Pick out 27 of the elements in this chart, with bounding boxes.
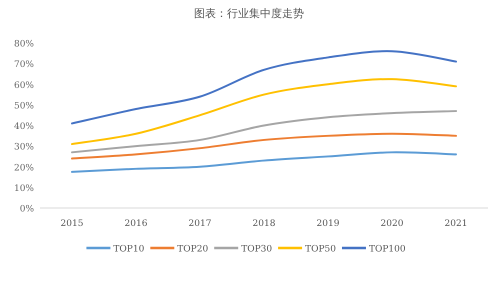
x-tick-label: 2018 (252, 219, 276, 229)
legend-label: TOP30 (241, 244, 272, 254)
line-series (71, 132, 457, 160)
x-tick-label: 2019 (316, 219, 340, 229)
y-tick-label: 10% (14, 184, 34, 194)
legend-label: TOP20 (177, 244, 208, 254)
y-tick-label: 20% (14, 163, 34, 174)
y-tick-label: 60% (14, 80, 34, 91)
x-tick-label: 2017 (188, 219, 212, 229)
legend-label: TOP100 (368, 244, 406, 254)
legend-label: TOP50 (305, 244, 336, 254)
y-tick-label: 50% (14, 101, 34, 112)
legend-label: TOP10 (113, 244, 145, 254)
y-tick-label: 40% (14, 122, 34, 132)
line-series (71, 50, 457, 124)
y-tick-label: 30% (14, 142, 34, 153)
y-tick-label: 0% (20, 204, 34, 214)
y-tick-label: 80% (14, 40, 34, 50)
line-series (71, 151, 457, 173)
x-tick-label: 2015 (60, 219, 84, 229)
x-tick-label: 2016 (124, 219, 148, 229)
chart-title: 图表：行业集中度走势 (194, 7, 304, 20)
line-series (71, 110, 457, 154)
y-tick-label: 70% (14, 60, 34, 70)
x-tick-label: 2020 (380, 219, 404, 229)
line-series (71, 78, 457, 146)
x-tick-label: 2021 (444, 219, 468, 229)
